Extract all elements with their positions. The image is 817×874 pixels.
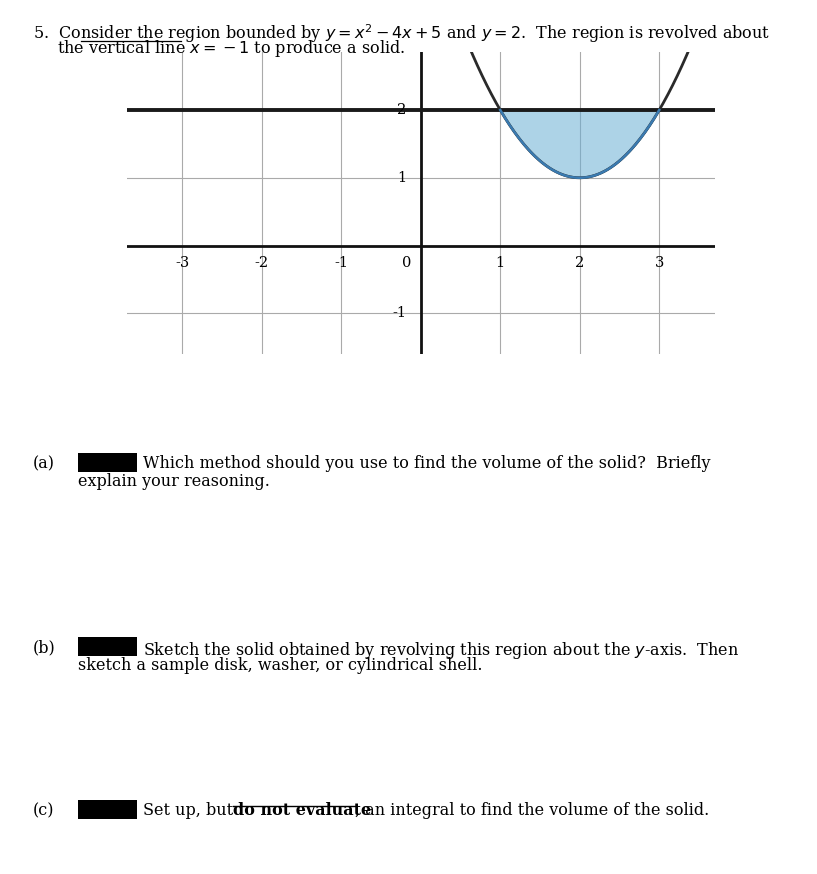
Text: 1: 1 [397, 170, 406, 184]
Text: 2: 2 [397, 103, 406, 117]
Text: -1: -1 [392, 306, 406, 320]
Text: Which method should you use to find the volume of the solid?  Briefly: Which method should you use to find the … [143, 455, 711, 472]
Text: 3: 3 [654, 256, 664, 270]
Text: 2: 2 [575, 256, 584, 270]
Text: -3: -3 [175, 256, 190, 270]
Text: explain your reasoning.: explain your reasoning. [78, 473, 270, 489]
Text: 1: 1 [496, 256, 505, 270]
Text: (b): (b) [33, 640, 56, 656]
Text: , an integral to find the volume of the solid.: , an integral to find the volume of the … [355, 802, 710, 819]
Text: -1: -1 [334, 256, 348, 270]
Text: sketch a sample disk, washer, or cylindrical shell.: sketch a sample disk, washer, or cylindr… [78, 657, 483, 674]
Text: (c): (c) [33, 802, 54, 819]
Text: the vertical line $x = -1$ to produce a solid.: the vertical line $x = -1$ to produce a … [57, 38, 405, 59]
Text: (a): (a) [33, 455, 55, 472]
Text: Set up, but: Set up, but [143, 802, 239, 819]
Text: 0: 0 [402, 256, 411, 270]
Text: do not evaluate: do not evaluate [233, 802, 371, 819]
Text: -2: -2 [255, 256, 269, 270]
Text: 5.  Consider the region bounded by $y = x^2 - 4x+5$ and $y = 2$.  The region is : 5. Consider the region bounded by $y = x… [33, 22, 770, 45]
Text: Sketch the solid obtained by revolving this region about the $y$-axis.  Then: Sketch the solid obtained by revolving t… [143, 640, 739, 661]
